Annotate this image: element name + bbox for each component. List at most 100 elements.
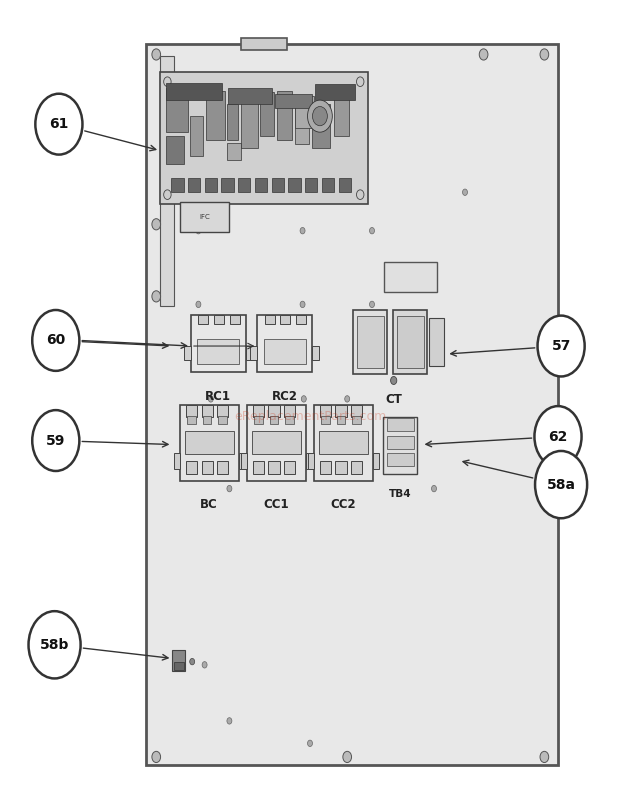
Bar	[387, 436, 414, 449]
Bar	[308, 453, 314, 469]
Bar	[373, 453, 379, 469]
Bar	[322, 178, 334, 192]
Bar	[247, 405, 306, 481]
Circle shape	[196, 301, 201, 308]
Circle shape	[308, 740, 312, 747]
Bar	[217, 405, 228, 417]
Bar	[305, 178, 317, 192]
Circle shape	[534, 406, 582, 467]
Bar	[312, 104, 330, 148]
Text: IFC: IFC	[199, 214, 210, 220]
Circle shape	[196, 227, 201, 234]
Bar	[321, 416, 330, 424]
Bar	[335, 405, 347, 417]
Bar	[268, 461, 280, 474]
Bar	[315, 84, 355, 100]
Circle shape	[540, 751, 549, 763]
Text: CC2: CC2	[330, 498, 356, 511]
Circle shape	[164, 190, 171, 199]
Bar	[296, 315, 306, 324]
Circle shape	[208, 396, 213, 402]
Text: eReplacementParts.com: eReplacementParts.com	[234, 410, 386, 423]
Bar	[227, 104, 238, 140]
Circle shape	[432, 485, 436, 492]
Bar	[387, 418, 414, 431]
Circle shape	[538, 316, 585, 376]
Bar	[202, 461, 213, 474]
Bar	[265, 315, 275, 324]
Circle shape	[35, 94, 82, 155]
Bar	[184, 346, 191, 360]
Bar	[260, 92, 274, 136]
Text: RC1: RC1	[205, 390, 231, 403]
Bar	[250, 346, 257, 360]
Text: 61: 61	[49, 117, 69, 131]
Bar	[174, 662, 184, 670]
Bar	[202, 405, 213, 417]
Bar	[241, 38, 287, 50]
Bar	[187, 416, 196, 424]
Bar	[295, 108, 309, 144]
Bar	[275, 94, 312, 108]
Circle shape	[152, 291, 161, 302]
Bar	[268, 405, 280, 417]
Circle shape	[312, 107, 327, 126]
Bar	[221, 178, 234, 192]
Bar	[288, 178, 301, 192]
Text: RC2: RC2	[272, 390, 298, 403]
Circle shape	[356, 190, 364, 199]
Bar	[241, 453, 247, 469]
Bar	[160, 56, 174, 306]
Circle shape	[308, 100, 332, 132]
Bar	[190, 116, 203, 156]
Bar	[186, 461, 197, 474]
Bar	[352, 416, 361, 424]
Bar	[185, 431, 234, 454]
Bar	[387, 453, 414, 466]
Bar	[166, 136, 184, 164]
Bar	[284, 461, 295, 474]
Text: CT: CT	[385, 393, 402, 406]
Circle shape	[300, 227, 305, 234]
Text: CC1: CC1	[264, 498, 289, 511]
Bar	[230, 315, 240, 324]
Bar	[239, 453, 245, 469]
Circle shape	[540, 49, 549, 60]
Text: 59: 59	[46, 433, 66, 448]
Circle shape	[152, 49, 161, 60]
Bar	[180, 202, 229, 232]
Bar	[351, 405, 362, 417]
Bar	[166, 83, 222, 100]
Circle shape	[535, 451, 587, 518]
Circle shape	[479, 49, 488, 60]
Bar	[320, 461, 331, 474]
Bar	[337, 416, 345, 424]
Bar	[254, 416, 263, 424]
Bar	[339, 178, 351, 192]
Bar	[197, 339, 239, 364]
Bar	[238, 178, 250, 192]
Circle shape	[152, 219, 161, 230]
Bar	[272, 178, 284, 192]
Bar	[264, 339, 306, 364]
Bar	[246, 346, 253, 360]
Bar	[335, 461, 347, 474]
Circle shape	[300, 301, 305, 308]
Circle shape	[29, 611, 81, 678]
Bar	[397, 316, 424, 368]
Bar	[285, 416, 294, 424]
Bar	[227, 143, 241, 160]
Bar	[217, 461, 228, 474]
Bar	[186, 405, 197, 417]
Bar	[206, 91, 225, 140]
Text: 58b: 58b	[40, 638, 69, 652]
Bar	[146, 44, 558, 765]
Bar	[383, 417, 417, 474]
Bar	[319, 431, 368, 454]
Circle shape	[190, 658, 195, 665]
Bar	[384, 262, 437, 292]
Circle shape	[370, 227, 374, 234]
Circle shape	[301, 396, 306, 402]
Bar	[295, 96, 314, 128]
Bar	[166, 88, 188, 132]
